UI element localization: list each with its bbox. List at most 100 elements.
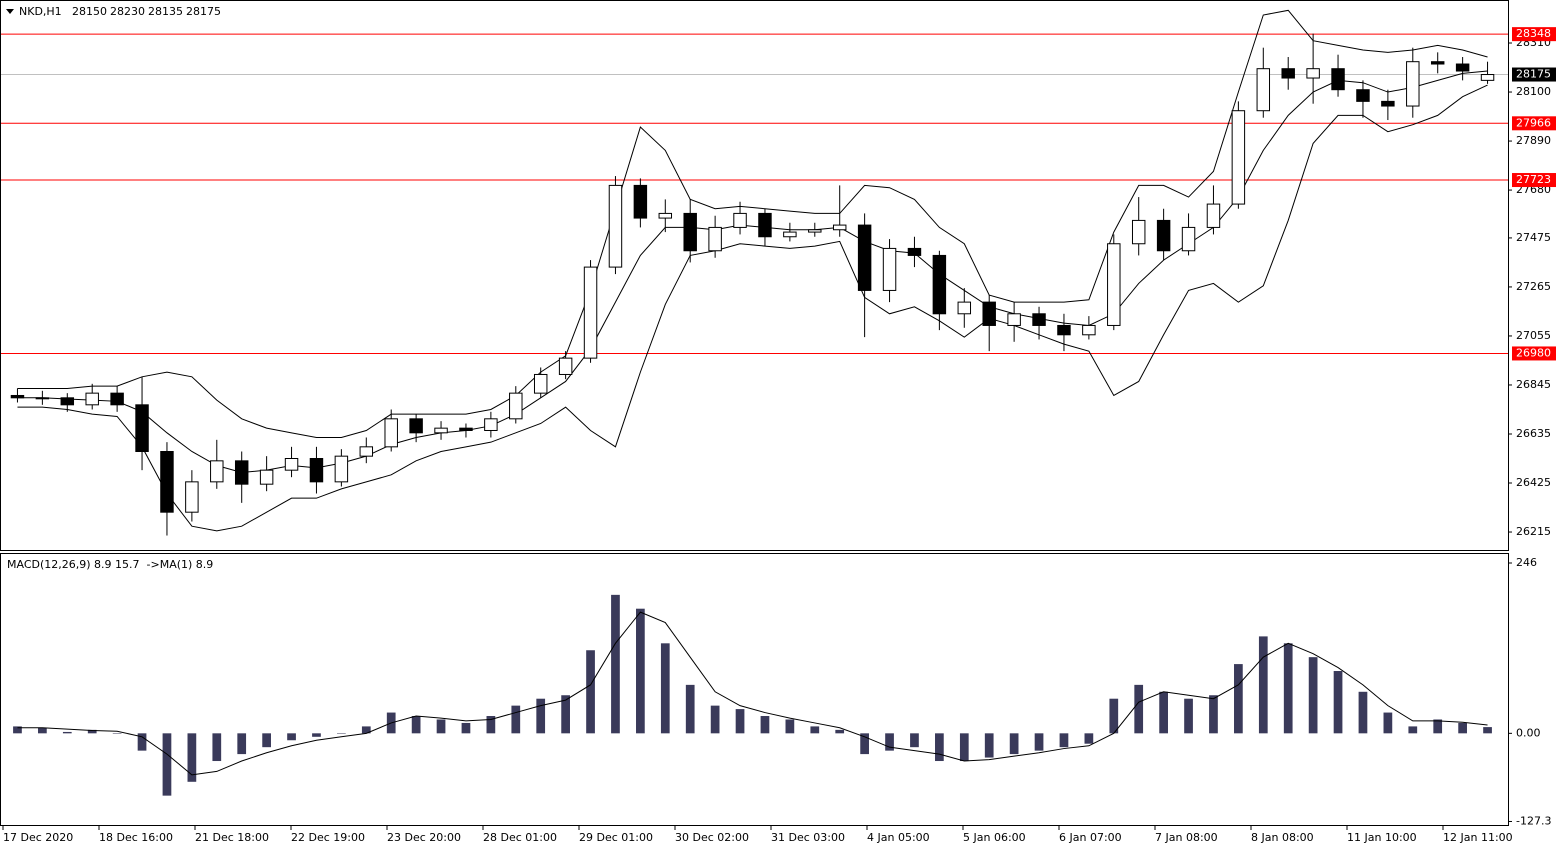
x-tick-label: 30 Dec 02:00 xyxy=(675,831,749,844)
candle-body xyxy=(85,392,99,406)
candle-body xyxy=(608,184,623,268)
candle-body xyxy=(1480,74,1495,81)
macd-bar xyxy=(685,684,695,734)
level-label: 27723 xyxy=(1516,173,1551,186)
macd-bar xyxy=(1134,684,1144,734)
macd-bar xyxy=(785,719,795,734)
candle-body xyxy=(359,446,374,457)
macd-bar xyxy=(710,705,720,734)
macd-bar xyxy=(935,733,944,762)
candle-body xyxy=(135,404,149,452)
x-tick-label: 11 Jan 10:00 xyxy=(1347,831,1417,844)
y-tick-label: 246 xyxy=(1516,556,1537,569)
macd-bar xyxy=(885,733,894,751)
candle-body xyxy=(309,458,324,483)
level-box xyxy=(1512,27,1556,42)
macd-bar xyxy=(1034,733,1044,751)
x-tick-label: 12 Jan 11:00 xyxy=(1443,831,1513,844)
bollinger-1 xyxy=(17,70,1488,474)
macd-bar xyxy=(237,733,247,755)
candle-body xyxy=(60,397,75,406)
candle-body xyxy=(284,458,299,471)
level-label: 28348 xyxy=(1516,27,1551,40)
macd-bar xyxy=(910,733,919,748)
candle-body xyxy=(683,212,697,252)
macd-bar xyxy=(1009,733,1019,755)
x-tick-label: 7 Jan 08:00 xyxy=(1155,831,1218,844)
x-tick-label: 5 Jan 06:00 xyxy=(963,831,1026,844)
candle-body xyxy=(1231,110,1246,205)
candle-body xyxy=(35,397,50,400)
macd-bar xyxy=(1184,698,1193,734)
x-tick-label: 23 Dec 20:00 xyxy=(387,831,461,844)
macd-bar xyxy=(1283,643,1293,734)
candle-body xyxy=(1082,324,1096,336)
macd-bar xyxy=(337,733,346,734)
macd-bar xyxy=(38,727,47,734)
macd-bar xyxy=(262,733,271,748)
macd-bar xyxy=(1483,727,1492,734)
x-tick-label: 28 Dec 01:00 xyxy=(483,831,557,844)
candle-body xyxy=(857,224,872,291)
candle-body xyxy=(633,184,648,219)
title-marker xyxy=(6,9,14,14)
candle-body xyxy=(210,460,224,483)
bollinger-0 xyxy=(17,9,1488,438)
candle-body xyxy=(558,357,573,375)
candle-body xyxy=(533,373,548,394)
x-tick-label: 29 Dec 01:00 xyxy=(579,831,653,844)
macd-bar xyxy=(860,733,869,755)
macd-bar xyxy=(1358,691,1368,734)
header-value: 28230 xyxy=(110,5,145,18)
macd-bar xyxy=(1084,733,1094,744)
candle-body xyxy=(1156,219,1171,252)
y-tick-label: 26425 xyxy=(1516,476,1551,489)
x-tick-label: 31 Dec 03:00 xyxy=(771,831,845,844)
x-tick-label: 17 Dec 2020 xyxy=(3,831,73,844)
macd-bar xyxy=(810,726,820,734)
level-box xyxy=(1512,346,1556,361)
macd-bar xyxy=(735,709,745,734)
candle-body xyxy=(932,254,947,315)
y-tick-label: 26635 xyxy=(1516,427,1551,440)
candle-body xyxy=(334,455,349,483)
macd-bar xyxy=(1234,664,1243,734)
level-box xyxy=(1512,116,1556,131)
x-tick-label: 18 Dec 16:00 xyxy=(99,831,173,844)
candle-body xyxy=(1455,63,1470,72)
macd-bar xyxy=(411,716,421,734)
candle-body xyxy=(658,212,673,219)
x-tick-label: 4 Jan 05:00 xyxy=(867,831,930,844)
candle-body xyxy=(1181,226,1196,252)
candle-body xyxy=(1107,243,1121,326)
candle-body xyxy=(708,226,722,252)
candle-body xyxy=(832,224,847,231)
candle-body xyxy=(259,469,274,485)
candle-body xyxy=(1256,68,1271,112)
macd-bar xyxy=(87,729,97,734)
candle-body xyxy=(1007,313,1021,326)
candle-body xyxy=(982,301,996,326)
macd-bar xyxy=(611,594,620,734)
candle-body xyxy=(1057,324,1071,336)
signal-line xyxy=(17,611,1488,776)
candle-body xyxy=(509,392,523,420)
candle-body xyxy=(957,301,972,315)
macd-bar xyxy=(636,608,645,734)
y-tick-label: 26215 xyxy=(1516,525,1551,538)
candle-body xyxy=(808,229,822,233)
candle-body xyxy=(907,247,922,256)
candle-body xyxy=(234,460,249,485)
macd-bar xyxy=(1383,712,1393,734)
macd-bar xyxy=(361,726,371,734)
macd-bar xyxy=(1333,671,1343,734)
x-tick-label: 8 Jan 08:00 xyxy=(1251,831,1314,844)
macd-bar xyxy=(212,733,222,762)
x-tick-label: 21 Dec 18:00 xyxy=(195,831,269,844)
macd-bar xyxy=(1209,695,1218,734)
macd-bar xyxy=(13,726,22,734)
macd-bar xyxy=(760,716,770,734)
candle-body xyxy=(1356,89,1370,102)
macd-bar xyxy=(959,733,969,762)
